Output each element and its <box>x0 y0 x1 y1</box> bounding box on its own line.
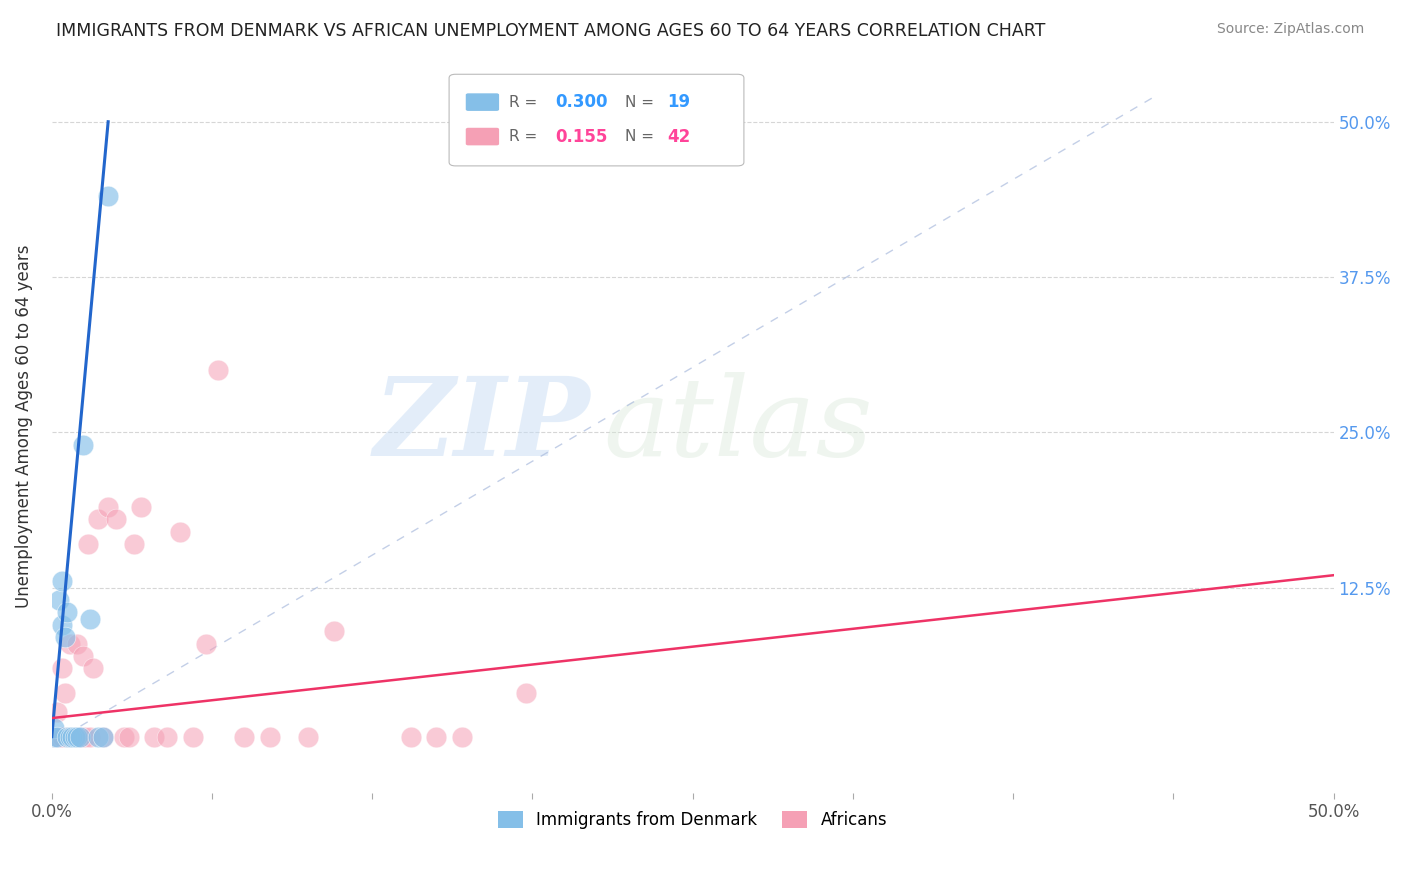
Text: R =: R = <box>509 95 543 110</box>
Point <box>66 730 89 744</box>
Point <box>82 661 104 675</box>
Text: 42: 42 <box>666 128 690 145</box>
Text: N =: N = <box>624 129 658 145</box>
Text: R =: R = <box>509 129 543 145</box>
Point <box>51 574 73 589</box>
Point <box>48 593 70 607</box>
Point <box>56 730 79 744</box>
Point <box>76 537 98 551</box>
Point <box>87 512 110 526</box>
Point <box>69 730 91 744</box>
Point <box>399 730 422 744</box>
Point <box>56 730 79 744</box>
Text: ZIP: ZIP <box>374 372 591 480</box>
Point <box>72 648 94 663</box>
Text: 19: 19 <box>666 93 690 112</box>
Text: IMMIGRANTS FROM DENMARK VS AFRICAN UNEMPLOYMENT AMONG AGES 60 TO 64 YEARS CORREL: IMMIGRANTS FROM DENMARK VS AFRICAN UNEMP… <box>56 22 1046 40</box>
Point <box>181 730 204 744</box>
Point <box>322 624 344 639</box>
Point <box>45 730 67 744</box>
FancyBboxPatch shape <box>465 128 499 145</box>
Point <box>66 636 89 650</box>
Point <box>59 730 82 744</box>
Point <box>53 631 76 645</box>
Point <box>45 730 67 744</box>
Point <box>156 730 179 744</box>
Text: 0.155: 0.155 <box>555 128 607 145</box>
Point <box>91 730 114 744</box>
Point <box>75 730 97 744</box>
Point <box>48 730 70 744</box>
Point <box>118 730 141 744</box>
Point <box>69 730 91 744</box>
Point <box>63 730 86 744</box>
Point <box>91 730 114 744</box>
Point <box>53 686 76 700</box>
Point <box>259 730 281 744</box>
Point <box>87 730 110 744</box>
Text: Source: ZipAtlas.com: Source: ZipAtlas.com <box>1216 22 1364 37</box>
Point <box>59 730 82 744</box>
Text: atlas: atlas <box>603 372 873 480</box>
Point <box>515 686 537 700</box>
Point <box>44 730 66 744</box>
Point <box>169 524 191 539</box>
Point <box>51 730 73 744</box>
FancyBboxPatch shape <box>465 94 499 111</box>
Point <box>143 730 166 744</box>
Point <box>79 730 101 744</box>
Point <box>297 730 319 744</box>
Point <box>51 618 73 632</box>
FancyBboxPatch shape <box>449 74 744 166</box>
Legend: Immigrants from Denmark, Africans: Immigrants from Denmark, Africans <box>491 804 894 836</box>
Point <box>63 730 86 744</box>
Text: N =: N = <box>624 95 658 110</box>
Point <box>97 500 120 514</box>
Point <box>60 730 83 744</box>
Point <box>425 730 447 744</box>
Point <box>45 705 67 719</box>
Y-axis label: Unemployment Among Ages 60 to 64 years: Unemployment Among Ages 60 to 64 years <box>15 244 32 607</box>
Point <box>72 438 94 452</box>
Point <box>59 636 82 650</box>
Point <box>60 730 83 744</box>
Point <box>79 612 101 626</box>
Point <box>233 730 256 744</box>
Point <box>131 500 153 514</box>
Point <box>44 721 66 735</box>
Point <box>51 661 73 675</box>
Point <box>97 189 120 203</box>
Text: 0.300: 0.300 <box>555 93 607 112</box>
Point <box>44 730 66 744</box>
Point <box>112 730 135 744</box>
Point <box>104 512 127 526</box>
Point <box>451 730 474 744</box>
Point <box>56 606 79 620</box>
Point <box>66 730 89 744</box>
Point <box>122 537 145 551</box>
Point <box>194 636 217 650</box>
Point <box>207 363 229 377</box>
